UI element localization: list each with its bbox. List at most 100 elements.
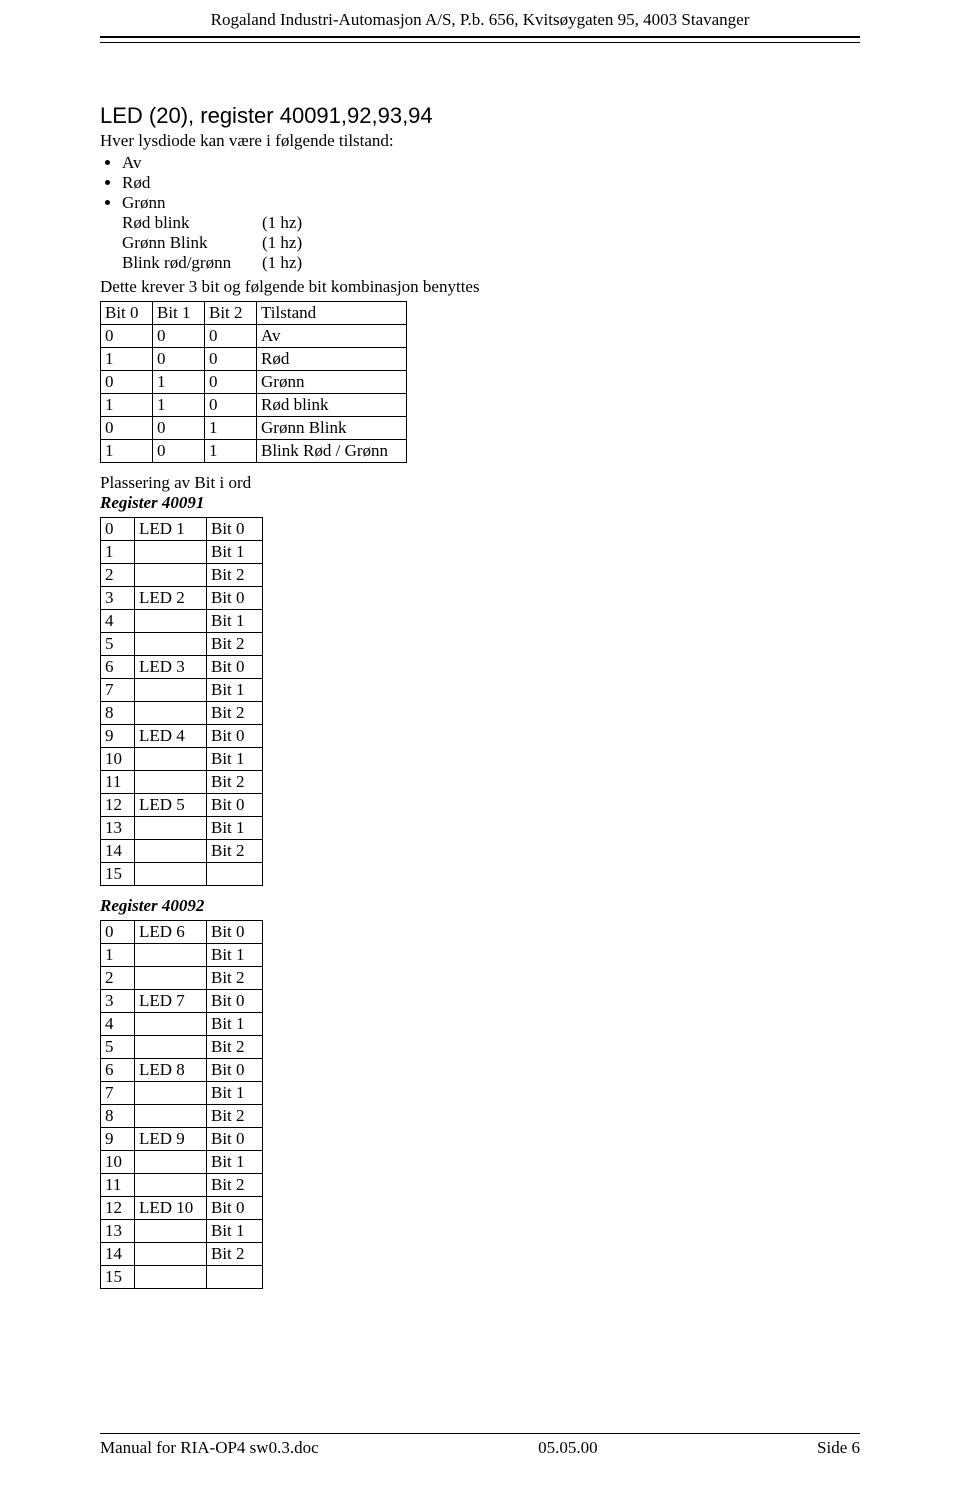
table-row: 11 Bit 2: [101, 771, 263, 794]
table-row: 5Bit 2: [101, 1036, 263, 1059]
table-cell: Rød: [257, 348, 407, 371]
table-cell: Bit 1: [207, 944, 263, 967]
table-row: 3LED 7Bit 0: [101, 990, 263, 1013]
table-header-cell: Tilstand: [257, 302, 407, 325]
table-cell: 0: [205, 394, 257, 417]
table-cell: 1: [153, 371, 205, 394]
page-header: Rogaland Industri-Automasjon A/S, P.b. 6…: [100, 10, 860, 30]
page-footer: Manual for RIA-OP4 sw0.3.doc 05.05.00 Si…: [100, 1433, 860, 1458]
table-cell: 0: [101, 325, 153, 348]
table-cell: Bit 1: [207, 748, 263, 771]
table-cell: 15: [101, 863, 135, 886]
table-cell: LED 1: [135, 518, 207, 541]
table-cell: LED 9: [135, 1128, 207, 1151]
table-row: 13Bit 1: [101, 1220, 263, 1243]
list-item: Grønn Blink(1 hz): [122, 233, 860, 253]
table-cell: 0: [205, 348, 257, 371]
table-cell: Grønn Blink: [257, 417, 407, 440]
table-cell: 3: [101, 587, 135, 610]
table-cell: 0: [101, 417, 153, 440]
table-cell: Bit 2: [207, 840, 263, 863]
table-cell: 0: [205, 371, 257, 394]
footer-center: 05.05.00: [538, 1438, 598, 1458]
table-cell: 1: [101, 541, 135, 564]
table-cell: [135, 1220, 207, 1243]
table-cell: 1: [153, 394, 205, 417]
table-cell: Bit 1: [207, 817, 263, 840]
table-cell: [135, 1036, 207, 1059]
table-row: 7Bit 1: [101, 1082, 263, 1105]
table-cell: 0: [101, 921, 135, 944]
table-cell: [135, 944, 207, 967]
table-row: 15: [101, 863, 263, 886]
table-cell: Bit 0: [207, 921, 263, 944]
table-cell: LED 8: [135, 1059, 207, 1082]
table-cell: 1: [205, 417, 257, 440]
table-cell: [135, 817, 207, 840]
table-row: 10Bit 1: [101, 748, 263, 771]
list-item-label: Grønn Blink: [122, 233, 262, 253]
table-cell: 5: [101, 1036, 135, 1059]
table-row: 110Rød blink: [101, 394, 407, 417]
table-row: 6LED 8Bit 0: [101, 1059, 263, 1082]
table-cell: 11: [101, 771, 135, 794]
table-cell: [135, 1082, 207, 1105]
table-cell: Bit 2: [207, 771, 263, 794]
table-cell: LED 10: [135, 1197, 207, 1220]
list-item: Blink rød/grønn(1 hz): [122, 253, 860, 273]
intro-text: Hver lysdiode kan være i følgende tilsta…: [100, 131, 860, 151]
table-cell: 13: [101, 817, 135, 840]
table-cell: Bit 2: [207, 1105, 263, 1128]
table-cell: 0: [205, 325, 257, 348]
register-40092-title: Register 40092: [100, 896, 860, 916]
table-row: 5Bit 2: [101, 633, 263, 656]
table-cell: 3: [101, 990, 135, 1013]
table-cell: [207, 1266, 263, 1289]
table-cell: 8: [101, 1105, 135, 1128]
register-40091-title: Register 40091: [100, 493, 860, 513]
table-row: 12LED 5Bit 0: [101, 794, 263, 817]
table-row: 13 Bit 1: [101, 817, 263, 840]
table-row: 101Blink Rød / Grønn: [101, 440, 407, 463]
header-rule: [100, 36, 860, 43]
table-row: 100Rød: [101, 348, 407, 371]
list-item-freq: (1 hz): [262, 233, 302, 253]
table-cell: 11: [101, 1174, 135, 1197]
table-cell: 9: [101, 725, 135, 748]
table-cell: 0: [153, 417, 205, 440]
list-item-label: Rød blink: [122, 213, 262, 233]
register-40091-table: 0LED 1Bit 01Bit 12Bit 23LED 2Bit 04Bit 1…: [100, 517, 263, 886]
table-cell: 1: [101, 394, 153, 417]
table-header-cell: Bit 1: [153, 302, 205, 325]
table-cell: Bit 0: [207, 587, 263, 610]
table-cell: [135, 1243, 207, 1266]
table-cell: Bit 1: [207, 1220, 263, 1243]
table-cell: [135, 967, 207, 990]
table-cell: Bit 0: [207, 725, 263, 748]
tilstand-table: Bit 0Bit 1Bit 2Tilstand000Av100Rød010Grø…: [100, 301, 407, 463]
table-cell: 4: [101, 1013, 135, 1036]
table-cell: Blink Rød / Grønn: [257, 440, 407, 463]
table-row: 001Grønn Blink: [101, 417, 407, 440]
table-cell: 0: [153, 348, 205, 371]
table-cell: 1: [101, 944, 135, 967]
table-cell: 5: [101, 633, 135, 656]
footer-left: Manual for RIA-OP4 sw0.3.doc: [100, 1438, 319, 1458]
table-row: 2Bit 2: [101, 564, 263, 587]
table-cell: [135, 1013, 207, 1036]
table-cell: LED 7: [135, 990, 207, 1013]
table-row: 6LED 3Bit 0: [101, 656, 263, 679]
table-cell: [135, 541, 207, 564]
table-row: 15: [101, 1266, 263, 1289]
table-cell: Bit 1: [207, 541, 263, 564]
table-cell: [207, 863, 263, 886]
table-row: 9LED 9Bit 0: [101, 1128, 263, 1151]
table-row: 3LED 2Bit 0: [101, 587, 263, 610]
table-cell: Bit 0: [207, 1197, 263, 1220]
register-40092-table: 0LED 6Bit 01Bit 12Bit 23LED 7Bit 04Bit 1…: [100, 920, 263, 1289]
table-row: 4Bit 1: [101, 1013, 263, 1036]
trailing-text: Dette krever 3 bit og følgende bit kombi…: [100, 277, 860, 297]
table-cell: 2: [101, 967, 135, 990]
table-row: 9LED 4Bit 0: [101, 725, 263, 748]
table-cell: Grønn: [257, 371, 407, 394]
